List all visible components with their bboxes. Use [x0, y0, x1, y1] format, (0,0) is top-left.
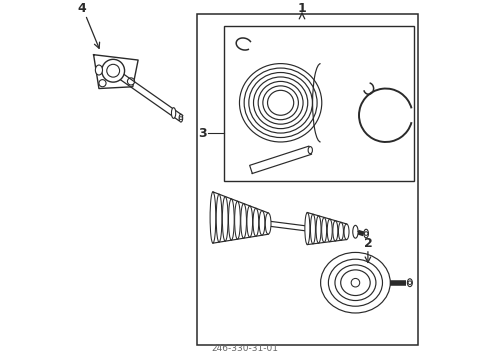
- Bar: [223, 26, 414, 181]
- Text: 1: 1: [297, 2, 306, 15]
- Circle shape: [102, 59, 124, 82]
- Ellipse shape: [328, 259, 383, 306]
- Text: 2: 2: [364, 237, 372, 250]
- Ellipse shape: [327, 219, 332, 242]
- Polygon shape: [94, 55, 138, 89]
- Text: 246-330-31-01: 246-330-31-01: [212, 344, 278, 353]
- Ellipse shape: [247, 206, 253, 237]
- Bar: [197, 14, 418, 345]
- Ellipse shape: [353, 225, 358, 238]
- Ellipse shape: [235, 201, 240, 239]
- Ellipse shape: [216, 194, 222, 242]
- Text: 4: 4: [77, 2, 86, 15]
- Ellipse shape: [210, 192, 216, 243]
- Ellipse shape: [259, 211, 265, 235]
- Ellipse shape: [316, 216, 321, 243]
- Ellipse shape: [311, 214, 316, 244]
- Ellipse shape: [321, 217, 327, 242]
- Ellipse shape: [96, 65, 102, 75]
- Circle shape: [99, 80, 106, 87]
- Ellipse shape: [222, 197, 228, 241]
- Ellipse shape: [241, 203, 246, 238]
- Ellipse shape: [364, 229, 368, 238]
- Circle shape: [179, 117, 182, 120]
- Ellipse shape: [333, 221, 338, 241]
- Ellipse shape: [341, 270, 370, 296]
- Circle shape: [365, 232, 368, 235]
- Circle shape: [127, 78, 135, 85]
- Ellipse shape: [344, 224, 349, 240]
- Ellipse shape: [339, 222, 343, 240]
- Ellipse shape: [265, 213, 271, 234]
- Ellipse shape: [308, 147, 313, 154]
- Ellipse shape: [407, 279, 413, 287]
- Ellipse shape: [179, 114, 183, 122]
- Text: 3: 3: [198, 127, 207, 140]
- Ellipse shape: [305, 212, 310, 244]
- Circle shape: [408, 281, 412, 284]
- Ellipse shape: [335, 265, 376, 301]
- Circle shape: [351, 278, 360, 287]
- Ellipse shape: [253, 208, 259, 236]
- Ellipse shape: [228, 199, 234, 240]
- Ellipse shape: [172, 108, 176, 118]
- Ellipse shape: [320, 252, 390, 313]
- Circle shape: [107, 64, 120, 77]
